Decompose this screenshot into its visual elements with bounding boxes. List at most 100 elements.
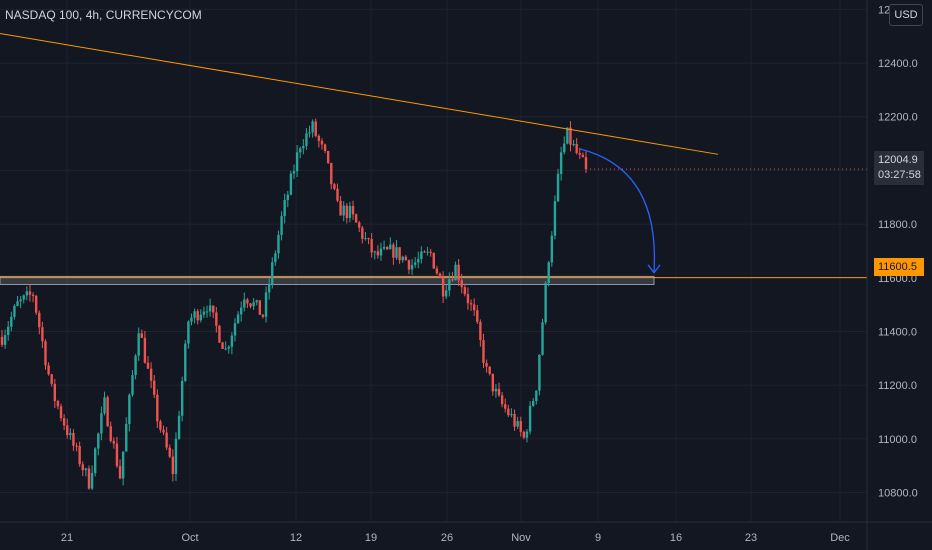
candle-body (525, 431, 529, 438)
candle-body (311, 121, 314, 133)
candle-body (252, 302, 255, 307)
candle-body (137, 333, 140, 356)
candle-body (78, 446, 81, 465)
candle-body (541, 322, 544, 355)
time-tick-label: 16 (670, 532, 682, 544)
candle-body (41, 327, 44, 342)
candle-body (339, 200, 342, 216)
candle-body (379, 248, 383, 256)
candle-body (106, 397, 109, 427)
bar-countdown: 03:27:58 (878, 169, 921, 181)
candle-body (193, 311, 196, 318)
candle-body (47, 365, 50, 375)
candle-body (370, 239, 373, 253)
candle-body (395, 247, 398, 258)
candle-body (348, 206, 352, 219)
price-tick-label: 11400.0 (878, 326, 917, 338)
candle-body (513, 414, 516, 427)
last-price-value: 12004.9 (878, 154, 918, 166)
last-price-tag: 12004.9 03:27:58 (874, 151, 924, 185)
candle-body (432, 252, 435, 269)
candle-body (392, 244, 395, 258)
candle-body (59, 406, 63, 419)
candle-body (230, 335, 234, 347)
candle-body (75, 445, 78, 447)
candle-body (267, 284, 271, 293)
candle-body (56, 401, 60, 407)
candle-body (239, 307, 243, 315)
candle-body (507, 408, 510, 416)
descending-trendline (0, 33, 719, 155)
candle-body (221, 342, 224, 349)
time-tick-label: 12 (290, 532, 302, 544)
candle-body (128, 394, 131, 425)
candle-body (451, 279, 454, 281)
price-tick-label: 12400.0 (878, 58, 918, 70)
candle-body (516, 421, 519, 427)
candle-body (535, 390, 538, 402)
candle-body (215, 312, 218, 326)
candle-body (420, 251, 423, 259)
candle-body (299, 148, 302, 153)
candle-body (578, 153, 581, 155)
candle-body (38, 312, 41, 328)
candle-body (53, 383, 57, 402)
candle-body (243, 299, 246, 308)
candle-body (13, 305, 16, 317)
price-tick-label: 11000.0 (878, 434, 917, 446)
level-price-tag: 11600.5 (874, 258, 924, 276)
candle-body (559, 152, 563, 174)
candle-body (187, 321, 190, 344)
candle-body (544, 283, 547, 323)
candle-body (7, 326, 10, 336)
support-zone (0, 275, 867, 285)
candle-body (258, 300, 262, 315)
candle-body (367, 238, 370, 240)
candle-body (196, 311, 199, 321)
candle-body (93, 448, 97, 473)
candle-body (482, 340, 485, 364)
candle-body (333, 184, 336, 189)
candle-body (373, 251, 376, 253)
candle-body (264, 292, 268, 317)
candle-body (292, 171, 296, 174)
candle-body (72, 432, 75, 446)
currency-button[interactable]: USD (889, 4, 923, 26)
candle-body (143, 337, 147, 363)
candle-body (90, 472, 94, 489)
candle-body (177, 415, 181, 439)
candle-body (519, 421, 522, 432)
candle-body (25, 291, 29, 296)
candle-body (463, 287, 467, 295)
candle-body (16, 301, 19, 306)
candle-body (528, 405, 532, 432)
candle-body (358, 222, 361, 228)
candle-body (236, 314, 240, 324)
candle-body (504, 404, 507, 409)
candle-body (457, 264, 460, 281)
projection-arrowhead (647, 264, 661, 274)
candle-body (485, 363, 488, 367)
candle-body (202, 311, 206, 315)
chart-drawings (0, 33, 867, 274)
candle-body (112, 440, 116, 444)
candle-body (581, 154, 585, 158)
candle-body (10, 316, 13, 327)
candle-body (227, 346, 230, 349)
candle-body (314, 121, 317, 136)
candle-body (44, 341, 47, 366)
candle-body (289, 173, 293, 195)
time-tick-label: Nov (511, 532, 531, 544)
candle-body (255, 300, 258, 303)
candle-body (308, 132, 311, 134)
candle-body (407, 260, 411, 270)
candle-body (109, 426, 112, 441)
candle-body (354, 214, 358, 223)
candle-body (205, 311, 209, 313)
candle-body (556, 173, 560, 202)
candle-body (180, 380, 184, 416)
time-tick-label: 9 (595, 532, 601, 544)
time-tick-label: 19 (365, 532, 377, 544)
candle-body (531, 401, 535, 406)
